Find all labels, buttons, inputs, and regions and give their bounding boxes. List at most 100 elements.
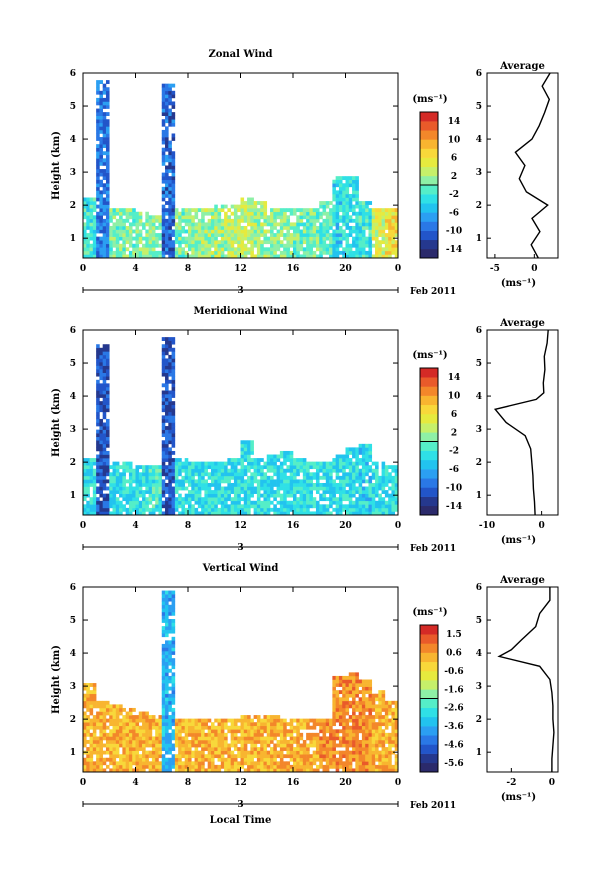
colorbar-segment bbox=[420, 239, 438, 250]
heatmap-cell bbox=[332, 243, 336, 248]
heatmap-cell bbox=[293, 736, 297, 741]
heatmap-cell bbox=[188, 507, 192, 512]
heatmap-cell bbox=[283, 218, 287, 223]
heatmap-cell bbox=[270, 218, 274, 223]
heatmap-cell bbox=[171, 390, 176, 395]
heatmap-cell bbox=[89, 757, 94, 762]
heatmap-cell bbox=[132, 504, 136, 509]
heatmap-cell bbox=[178, 729, 182, 734]
heatmap-cell bbox=[145, 725, 149, 730]
heatmap-cell bbox=[233, 507, 238, 512]
heatmap-cell bbox=[325, 743, 330, 748]
heatmap-cell bbox=[227, 504, 231, 509]
heatmap-cell bbox=[391, 500, 396, 505]
heatmap-cell bbox=[237, 764, 241, 769]
heatmap-cell bbox=[253, 725, 258, 730]
heatmap-cell bbox=[210, 233, 215, 237]
heatmap-cell bbox=[184, 211, 189, 216]
heatmap-cell bbox=[96, 711, 100, 716]
heatmap-cell bbox=[168, 704, 172, 709]
heatmap-cell bbox=[388, 250, 392, 255]
heatmap-cell bbox=[289, 479, 294, 484]
heatmap-cell bbox=[260, 479, 264, 484]
heatmap-cell bbox=[375, 722, 379, 727]
heatmap-cell bbox=[335, 768, 340, 773]
heatmap-cell bbox=[220, 507, 225, 512]
heatmap-cell bbox=[99, 193, 103, 198]
heatmap-cell bbox=[237, 729, 241, 734]
heatmap-cell bbox=[89, 475, 94, 480]
heatmap-cell bbox=[352, 732, 356, 737]
heatmap-cell bbox=[263, 497, 268, 502]
heatmap-cell bbox=[247, 233, 251, 237]
heatmap-cell bbox=[371, 750, 376, 755]
heatmap-cell bbox=[338, 764, 343, 769]
heatmap-cell bbox=[358, 225, 363, 230]
heatmap-cell bbox=[105, 161, 110, 166]
heatmap-cell bbox=[322, 511, 327, 516]
heatmap-cell bbox=[335, 736, 340, 741]
heatmap-cell bbox=[345, 176, 350, 181]
heatmap-cell bbox=[155, 218, 159, 223]
heatmap-cell bbox=[122, 761, 126, 766]
heatmap-cell bbox=[375, 479, 379, 484]
heatmap-cell bbox=[207, 222, 212, 227]
heatmap-cell bbox=[99, 225, 103, 230]
heatmap-cell bbox=[279, 743, 284, 748]
heatmap-cell bbox=[256, 479, 261, 484]
heatmap-cell bbox=[197, 750, 202, 755]
heatmap-cell bbox=[217, 750, 222, 755]
heatmap-cell bbox=[86, 236, 90, 241]
heatmap-cell bbox=[194, 725, 199, 730]
heatmap-cell bbox=[161, 604, 166, 609]
heatmap-cell bbox=[83, 211, 87, 216]
heatmap-cell bbox=[125, 715, 130, 719]
heatmap-cell bbox=[89, 697, 94, 702]
heatmap-cell bbox=[365, 204, 369, 209]
heatmap-cell bbox=[168, 229, 172, 234]
heatmap-cell bbox=[201, 768, 205, 773]
heatmap-cell bbox=[151, 243, 156, 248]
heatmap-cell bbox=[315, 229, 320, 234]
heatmap-cell bbox=[89, 725, 94, 730]
heatmap-cell bbox=[368, 250, 373, 255]
heatmap-cell bbox=[194, 743, 199, 748]
heatmap-cell bbox=[96, 222, 100, 227]
heatmap-cell bbox=[283, 225, 287, 230]
heatmap-cell bbox=[119, 754, 123, 759]
heatmap-cell bbox=[158, 243, 163, 248]
heatmap-cell bbox=[263, 472, 268, 477]
heatmap-cell bbox=[237, 215, 241, 220]
heatmap-cell bbox=[266, 715, 271, 719]
heatmap-cell bbox=[260, 750, 264, 755]
heatmap-cell bbox=[201, 754, 205, 759]
heatmap-cell bbox=[348, 743, 353, 748]
heatmap-cell bbox=[148, 511, 153, 516]
heatmap-cell bbox=[165, 365, 169, 370]
heatmap-cell bbox=[168, 411, 172, 416]
heatmap-cell bbox=[348, 739, 353, 744]
heatmap-cell bbox=[168, 739, 172, 744]
heatmap-cell bbox=[325, 764, 330, 769]
heatmap-cell bbox=[371, 482, 376, 487]
heatmap-cell bbox=[342, 507, 346, 512]
heatmap-cell bbox=[135, 233, 140, 237]
heatmap-cell bbox=[352, 482, 356, 487]
heatmap-cell bbox=[332, 186, 336, 191]
heatmap-cell bbox=[230, 497, 235, 502]
heatmap-cell bbox=[286, 754, 291, 759]
heatmap-cell bbox=[283, 754, 287, 759]
heatmap-cell bbox=[368, 454, 373, 459]
heatmap-cell bbox=[165, 83, 169, 88]
heatmap-cell bbox=[299, 490, 304, 494]
heatmap-cell bbox=[388, 218, 392, 223]
heatmap-cell bbox=[92, 254, 97, 259]
heatmap-cell bbox=[352, 500, 356, 505]
heatmap-cell bbox=[263, 236, 268, 241]
heatmap-cell bbox=[296, 511, 300, 516]
heatmap-cell bbox=[102, 486, 107, 491]
heatmap-cell bbox=[260, 472, 264, 477]
heatmap-cell bbox=[273, 240, 277, 245]
heatmap-cell bbox=[214, 750, 218, 755]
heatmap-cell bbox=[115, 243, 120, 248]
